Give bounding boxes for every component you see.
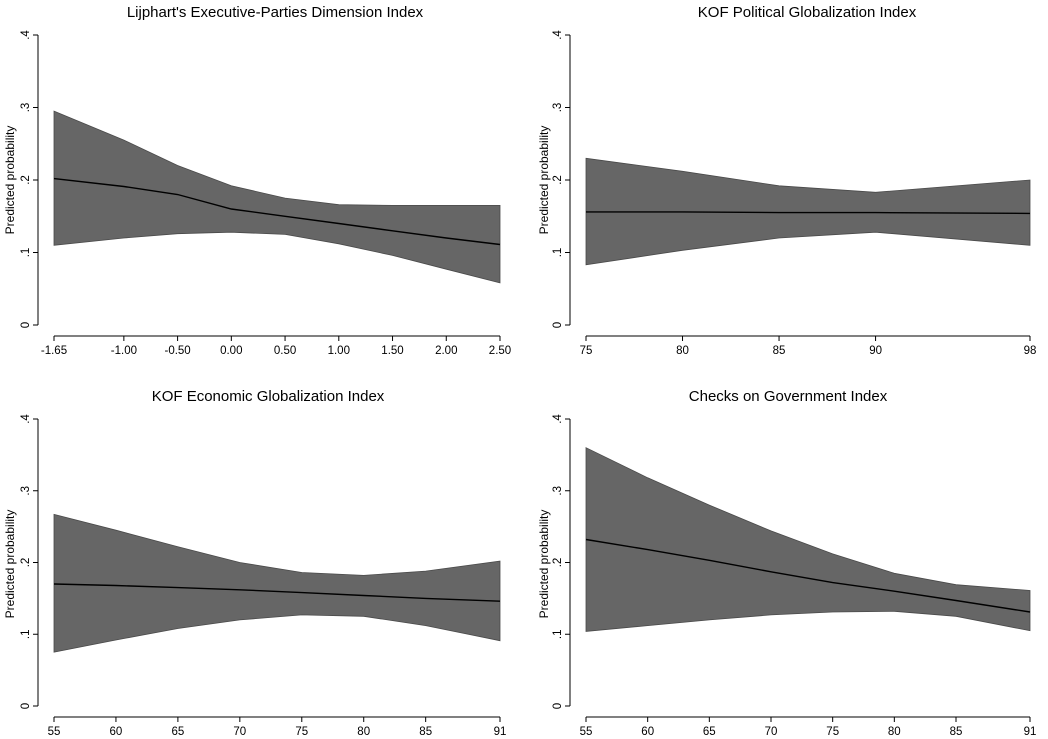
y-tick-label: .1: [552, 630, 564, 640]
chart-panel-executive-parties: Lijphart's Executive-Parties Dimension I…: [3, 4, 511, 357]
confidence-band: [585, 447, 1031, 632]
x-tick-label: 85: [419, 726, 432, 738]
x-tick-label: 1.50: [381, 345, 403, 357]
y-tick-label: .3: [20, 103, 32, 113]
chart-panel-economic-globalization: KOF Economic Globalization Index Predict…: [3, 388, 506, 738]
y-tick-label: .4: [20, 30, 32, 40]
x-tick-label: 85: [950, 726, 963, 738]
estimate-line: [53, 177, 501, 246]
x-tick-label: -1.00: [111, 345, 137, 357]
x-tick-label: 55: [580, 726, 593, 738]
x-tick-label: 0.00: [220, 345, 242, 357]
chart-title: KOF Economic Globalization Index: [152, 388, 385, 405]
x-tick-label: 0.50: [274, 345, 296, 357]
x-tick-label: 80: [676, 345, 689, 357]
y-axis-label: Predicted probability: [3, 126, 17, 235]
y-tick-label: .4: [552, 414, 564, 424]
x-tick-label: 75: [580, 345, 593, 357]
confidence-band: [53, 513, 501, 653]
confidence-band: [585, 157, 1031, 266]
estimate-line: [586, 211, 1031, 215]
x-tick-label: 80: [888, 726, 901, 738]
x-tick-label: 65: [703, 726, 716, 738]
y-tick-label: .2: [20, 558, 32, 568]
x-tick-label: 65: [172, 726, 185, 738]
confidence-band: [53, 110, 501, 284]
y-axis-label: Predicted probability: [537, 510, 551, 619]
estimate-line: [53, 583, 501, 602]
y-tick-label: .1: [552, 248, 564, 258]
x-tick-label: -0.50: [164, 345, 190, 357]
y-axis-label: Predicted probability: [3, 510, 17, 619]
chart-panel-political-globalization: KOF Political Globalization Index Predic…: [537, 4, 1036, 357]
y-axis-label: Predicted probability: [537, 126, 551, 235]
chart-title: Checks on Government Index: [689, 388, 888, 405]
x-tick-label: 90: [869, 345, 882, 357]
y-tick-label: 0: [20, 703, 32, 709]
y-tick-label: .1: [20, 248, 32, 258]
chart-panel-checks-on-government: Checks on Government Index Predicted pro…: [537, 388, 1036, 738]
x-tick-label: 75: [295, 726, 308, 738]
x-tick-label: 2.00: [435, 345, 457, 357]
y-tick-label: .3: [552, 103, 564, 113]
x-tick-label: 91: [494, 726, 507, 738]
y-tick-label: .3: [552, 486, 564, 496]
x-tick-label: 55: [48, 726, 61, 738]
chart-title: KOF Political Globalization Index: [698, 4, 917, 21]
x-tick-label: 60: [641, 726, 654, 738]
y-tick-label: .4: [20, 414, 32, 424]
x-tick-label: 2.50: [489, 345, 511, 357]
x-tick-label: 1.00: [328, 345, 350, 357]
x-tick-label: 75: [826, 726, 839, 738]
x-tick-label: 70: [233, 726, 246, 738]
x-tick-label: 70: [765, 726, 778, 738]
y-tick-label: 0: [552, 703, 564, 709]
y-tick-label: .2: [552, 175, 564, 185]
x-tick-label: 60: [110, 726, 123, 738]
y-tick-label: .2: [552, 558, 564, 568]
y-tick-label: .3: [20, 486, 32, 496]
x-tick-label: -1.65: [41, 345, 67, 357]
x-tick-label: 85: [773, 345, 786, 357]
y-tick-label: .2: [20, 175, 32, 185]
x-tick-label: 98: [1024, 345, 1037, 357]
x-tick-label: 91: [1024, 726, 1037, 738]
estimate-line: [585, 538, 1031, 613]
y-tick-label: .4: [552, 30, 564, 40]
y-tick-label: 0: [20, 322, 32, 328]
y-tick-label: .1: [20, 630, 32, 640]
x-tick-label: 80: [357, 726, 370, 738]
chart-title: Lijphart's Executive-Parties Dimension I…: [127, 4, 424, 21]
y-tick-label: 0: [552, 322, 564, 328]
